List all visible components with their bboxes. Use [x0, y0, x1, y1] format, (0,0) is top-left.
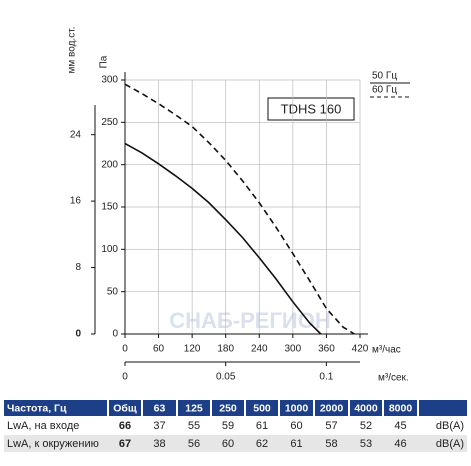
x-tick-label: 60 — [153, 344, 165, 355]
cell-text: 37 — [153, 420, 165, 432]
header-text: 63 — [154, 402, 166, 414]
header-cell — [109, 400, 141, 416]
y-tick-label: 200 — [101, 159, 118, 170]
y2-axis-label: мм вод.ст. — [67, 27, 78, 74]
header-cell — [178, 400, 210, 416]
cell-text: 60 — [222, 438, 234, 450]
legend-label: 50 Гц — [372, 71, 397, 82]
x-tick-label: 360 — [318, 344, 335, 355]
header-text: Общ — [113, 402, 137, 414]
header-text: 125 — [185, 402, 203, 414]
model-box — [267, 97, 355, 121]
row-bg — [4, 417, 467, 434]
cell-text: 62 — [256, 438, 268, 450]
cell-text: dB(A) — [436, 420, 464, 432]
y2-tick-label: 24 — [70, 129, 82, 140]
x2-tick-label: 0.05 — [216, 372, 236, 383]
cell-text: 61 — [256, 420, 268, 432]
y-tick-label: 300 — [101, 75, 118, 86]
x-tick-label: 120 — [184, 344, 201, 355]
cell-text: 55 — [188, 420, 200, 432]
x-tick-label: 240 — [251, 344, 268, 355]
header-cell — [350, 400, 382, 416]
legend-label: 60 Гц — [372, 85, 397, 96]
y-tick-label: 50 — [107, 286, 119, 297]
y-axis-label: Па — [99, 55, 110, 68]
model-label: TDHS 160 — [281, 101, 342, 116]
header-text: 500 — [253, 402, 271, 414]
x-tick-label: 180 — [217, 344, 234, 355]
header-cell — [315, 400, 348, 416]
cell-text: 66 — [119, 420, 131, 432]
x2-tick-label: 0 — [122, 372, 128, 383]
cell-text: LwA, на входе — [7, 420, 79, 432]
y2-tick-label: 16 — [70, 196, 82, 207]
cell-text: 60 — [290, 420, 302, 432]
x-tick-label: 0 — [122, 344, 128, 355]
header-cell — [419, 400, 467, 416]
y-tick-label: 250 — [101, 117, 118, 128]
header-text: Частота, Гц — [7, 402, 67, 414]
cell-text: 46 — [394, 438, 406, 450]
x2-tick-label: 0.1 — [319, 372, 333, 383]
header-cell — [246, 400, 278, 416]
cell-text: 59 — [222, 420, 234, 432]
cell-text: 57 — [325, 420, 337, 432]
y-tick-label: 0 — [112, 329, 118, 340]
cell-text: 67 — [119, 438, 131, 450]
x2-axis-label: м³/сек. — [378, 373, 409, 384]
header-text: 250 — [219, 402, 237, 414]
cell-text: 58 — [325, 438, 337, 450]
row-bg — [4, 435, 467, 452]
cell-text: 56 — [188, 438, 200, 450]
header-text: 2000 — [320, 402, 344, 414]
x-axis-label: м³/час — [372, 345, 401, 356]
header-text: 8000 — [389, 402, 413, 414]
y-tick-label: 150 — [101, 202, 118, 213]
curve — [124, 83, 355, 335]
cell-text: 61 — [290, 438, 302, 450]
header-cell — [212, 400, 244, 416]
watermark: СНАБ-РЕГИОН — [169, 308, 330, 333]
cell-text: 45 — [394, 420, 406, 432]
header-text: 1000 — [285, 402, 309, 414]
header-cell — [143, 400, 176, 416]
cell-text: 52 — [360, 420, 372, 432]
x-tick-label: 300 — [285, 344, 302, 355]
cell-text: 38 — [153, 438, 165, 450]
header-cell — [4, 400, 107, 416]
header-cell — [384, 400, 417, 416]
curve — [124, 142, 322, 335]
y2-tick-label: 8 — [75, 262, 81, 273]
y2-tick-label: 0 — [75, 329, 81, 340]
cell-text: 53 — [360, 438, 372, 450]
y-tick-label: 100 — [101, 244, 118, 255]
x-tick-label: 420 — [352, 344, 369, 355]
cell-text: dB(A) — [436, 438, 464, 450]
header-cell — [280, 400, 313, 416]
header-text: 4000 — [354, 402, 378, 414]
cell-text: LwA, к окружению — [7, 438, 99, 450]
